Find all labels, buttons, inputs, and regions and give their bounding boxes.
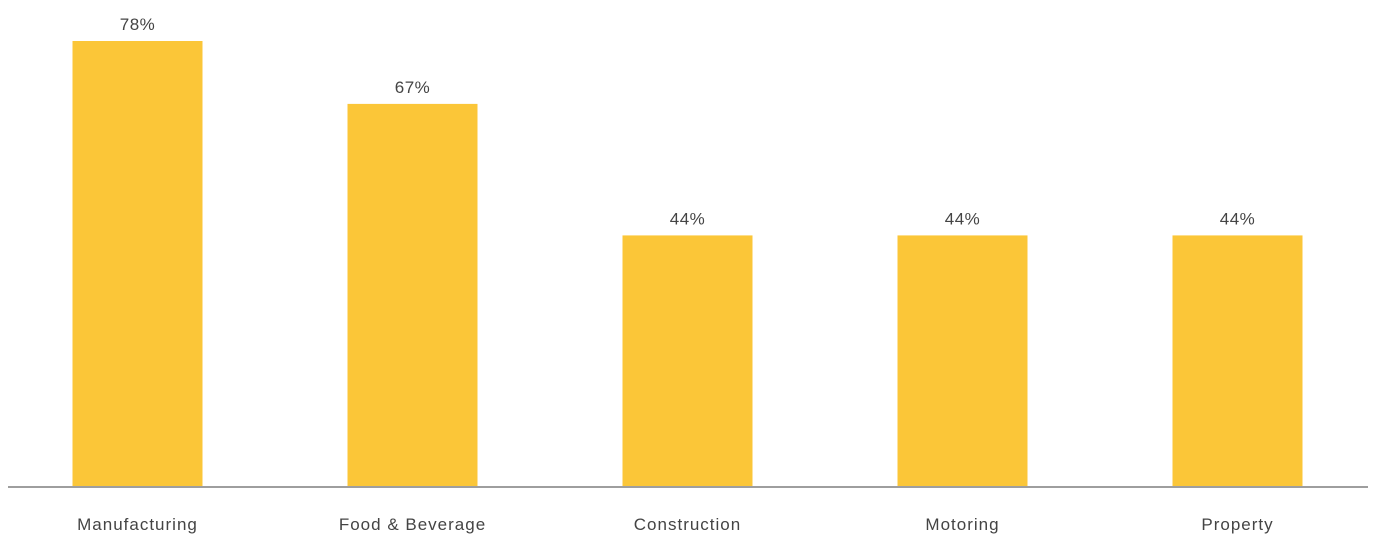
data-label-construction: 44% (670, 209, 706, 228)
bar-food-and-beverage (347, 103, 478, 488)
data-labels-group: 78% 67% 44% 44% 44% (120, 15, 1256, 228)
x-axis-tick-labels: Manufacturing Food & Beverage Construction… (77, 515, 1273, 534)
tick-label-manufacturing: Manufacturing (77, 515, 198, 534)
bars-group (72, 41, 1303, 488)
data-label-food-and-beverage: 67% (395, 78, 431, 97)
bar-motoring (897, 235, 1028, 487)
tick-label-construction: Construction (634, 515, 741, 534)
bar-construction (622, 235, 753, 487)
data-label-motoring: 44% (945, 209, 981, 228)
data-label-property: 44% (1220, 209, 1256, 228)
tick-label-food-and-beverage: Food & Beverage (339, 515, 486, 534)
tick-label-motoring: Motoring (925, 515, 999, 534)
bar-property (1172, 235, 1303, 487)
bar-manufacturing (72, 41, 203, 487)
data-label-manufacturing: 78% (120, 15, 156, 34)
tick-label-property: Property (1201, 515, 1273, 534)
